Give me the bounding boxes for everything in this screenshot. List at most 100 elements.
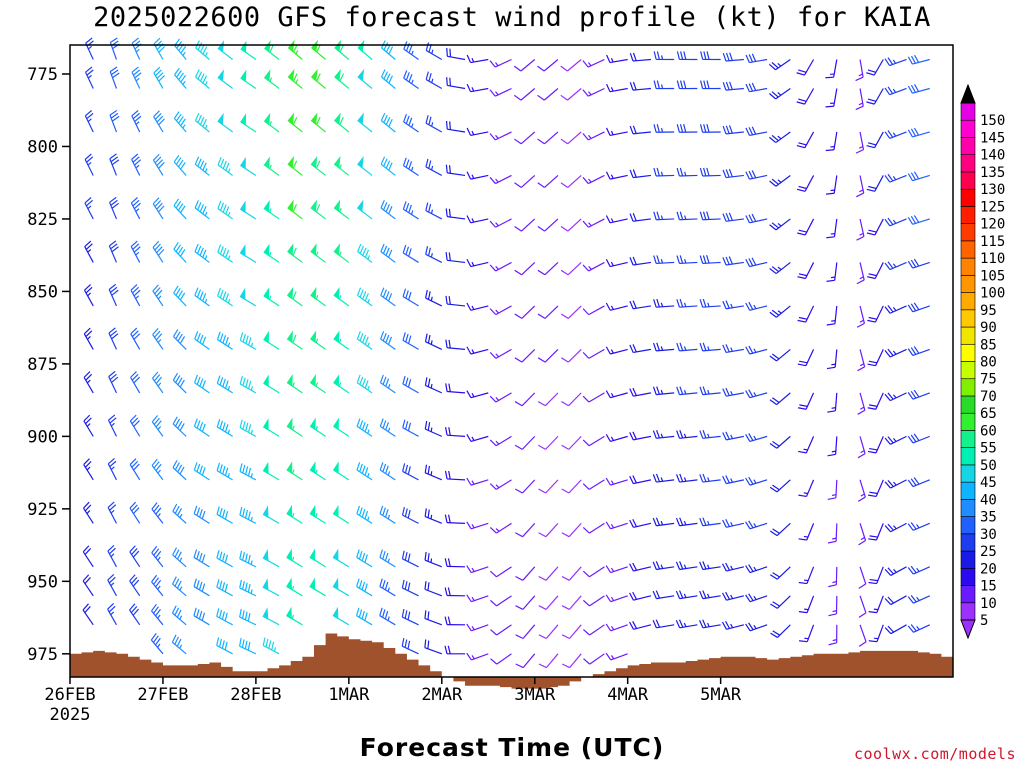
barb-feather	[825, 105, 834, 108]
barb-half-feather	[471, 596, 475, 601]
barb-feather	[855, 76, 864, 82]
barb-feather	[407, 553, 411, 562]
barb-feather	[538, 488, 546, 494]
wind-barb	[262, 418, 280, 437]
wind-barb	[884, 595, 907, 606]
barb-staff	[543, 131, 559, 145]
wind-barb	[466, 127, 489, 136]
barb-pennant	[263, 69, 271, 82]
wind-barb	[884, 479, 907, 489]
barb-staff	[588, 522, 605, 534]
barb-feather	[404, 421, 409, 430]
barb-staff	[545, 595, 559, 610]
barb-half-feather	[273, 647, 277, 652]
wind-barb	[356, 462, 373, 481]
colorbar-segment	[960, 481, 976, 500]
barb-half-feather	[730, 565, 734, 570]
barb-pennant	[310, 286, 317, 300]
barb-feather	[702, 386, 707, 395]
barb-staff	[588, 392, 605, 403]
barb-feather	[407, 422, 412, 431]
wind-barb	[379, 578, 396, 597]
barb-feather	[445, 252, 448, 261]
barb-staff	[520, 131, 536, 145]
barb-feather	[489, 176, 496, 184]
barb-feather	[219, 333, 224, 342]
barb-feather	[653, 255, 657, 264]
barb-feather	[199, 247, 204, 256]
wind-barb	[676, 430, 698, 439]
barb-feather	[194, 243, 199, 252]
barb-feather	[722, 52, 727, 62]
barb-half-feather	[660, 215, 664, 220]
barb-feather	[655, 619, 661, 628]
wind-barb	[217, 112, 234, 133]
barb-pennant	[311, 39, 318, 53]
barb-staff	[521, 348, 536, 363]
wind-barb	[537, 261, 559, 276]
barb-feather	[798, 69, 807, 73]
barb-feather	[489, 89, 496, 97]
barb-half-feather	[250, 429, 253, 435]
barb-feather	[151, 574, 158, 583]
barb-feather	[152, 371, 159, 379]
barb-feather	[703, 167, 707, 177]
barb-half-feather	[471, 392, 475, 398]
barb-feather	[202, 46, 208, 55]
barb-feather	[745, 565, 751, 573]
barb-feather	[150, 632, 157, 641]
barb-feather	[245, 335, 249, 344]
barb-feather	[265, 638, 269, 648]
barb-staff	[588, 348, 605, 359]
colorbar-segment	[960, 516, 976, 535]
barb-feather	[699, 255, 704, 264]
barb-feather	[407, 611, 411, 620]
barb-staff	[520, 88, 536, 101]
wind-barb	[676, 167, 698, 177]
barb-feather	[247, 424, 252, 433]
wind-barb	[798, 436, 815, 454]
colorbar-segment	[960, 361, 976, 380]
barb-feather	[827, 453, 836, 457]
wind-barb	[798, 479, 815, 498]
barb-half-feather	[860, 450, 865, 454]
wind-barb	[855, 88, 864, 111]
barb-half-feather	[660, 302, 664, 307]
wind-barb	[150, 632, 164, 655]
wind-barb	[769, 261, 791, 275]
wind-barb	[424, 508, 443, 524]
barb-half-feather	[367, 342, 370, 347]
barb-feather	[387, 293, 393, 302]
barb-feather	[656, 124, 660, 133]
barb-feather	[197, 245, 202, 254]
barb-half-feather	[495, 222, 499, 227]
barb-feather	[867, 276, 876, 280]
barb-feather	[652, 342, 657, 352]
barb-feather	[219, 580, 223, 589]
barb-feather	[129, 414, 137, 422]
barb-feather	[151, 415, 159, 423]
wind-barb	[653, 167, 675, 177]
barb-feather	[605, 215, 611, 224]
wind-barb	[262, 578, 280, 597]
barb-half-feather	[367, 429, 370, 434]
barb-feather	[111, 159, 120, 166]
barb-feather	[653, 51, 657, 60]
barb-feather	[884, 627, 892, 635]
barb-feather	[537, 313, 546, 319]
wind-barb	[194, 200, 210, 220]
colorbar-segment	[960, 137, 976, 155]
barb-feather	[866, 232, 876, 236]
barb-feather	[582, 570, 590, 578]
barb-feather	[582, 264, 590, 272]
barb-feather	[700, 80, 704, 89]
barb-feather	[515, 605, 524, 610]
wind-barb	[652, 342, 675, 352]
y-tick-label: 900	[27, 427, 58, 447]
barb-feather	[173, 242, 179, 250]
barb-feather	[798, 185, 807, 190]
barb-feather	[745, 54, 750, 63]
barb-feather	[699, 619, 704, 629]
barb-feather	[910, 565, 917, 574]
barb-feather	[827, 540, 837, 544]
